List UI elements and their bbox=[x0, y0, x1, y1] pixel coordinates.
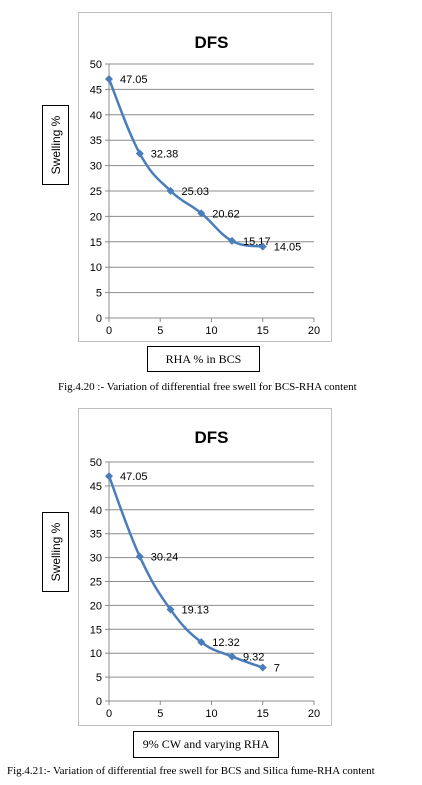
y-tick-label: 10 bbox=[90, 262, 102, 274]
x-tick-label: 20 bbox=[308, 325, 320, 337]
x-tick-label: 20 bbox=[308, 708, 320, 720]
chart-frame-1: DFS 0 5 10 15 20 25 30 35 40 45 50 0 5 10 15 20 47.05 32.3… bbox=[78, 12, 332, 342]
y-tick-label: 5 bbox=[96, 288, 102, 300]
y-tick-label: 10 bbox=[90, 648, 102, 660]
x-tick-label: 0 bbox=[106, 708, 112, 720]
y-tick-label: 15 bbox=[90, 237, 102, 249]
data-point bbox=[258, 663, 267, 672]
figure-caption-2: Fig.4.21:- Variation of differential fre… bbox=[7, 765, 375, 777]
data-point bbox=[105, 472, 113, 481]
data-point bbox=[166, 605, 175, 614]
y-tick-label: 50 bbox=[90, 59, 102, 71]
data-point bbox=[105, 74, 113, 83]
data-point bbox=[166, 186, 175, 195]
x-axis-label-1: RHA % in BCS bbox=[147, 346, 260, 372]
data-label: 14.05 bbox=[274, 242, 302, 254]
x-tick-label: 15 bbox=[257, 708, 269, 720]
y-tick-label: 0 bbox=[96, 313, 102, 325]
data-point bbox=[228, 652, 236, 661]
x-tick-label: 5 bbox=[157, 708, 163, 720]
y-tick-label: 30 bbox=[90, 161, 102, 173]
data-label: 9.32 bbox=[243, 651, 264, 663]
x-tick-label: 0 bbox=[106, 325, 112, 337]
figure-caption-1: Fig.4.20 :- Variation of differential fr… bbox=[58, 381, 357, 393]
line-chart-1: DFS 0 5 10 15 20 25 30 35 40 45 50 0 5 10 15 20 47.05 32.3… bbox=[90, 33, 320, 337]
x-tick-label: 10 bbox=[205, 708, 217, 720]
data-label: 32.38 bbox=[151, 149, 179, 161]
data-point bbox=[197, 209, 206, 218]
data-label: 19.13 bbox=[182, 605, 210, 617]
data-label: 15.17 bbox=[243, 236, 271, 248]
data-label: 30.24 bbox=[151, 551, 179, 563]
data-label: 7 bbox=[274, 663, 280, 675]
x-tick-label: 10 bbox=[205, 325, 217, 337]
data-label: 12.32 bbox=[212, 637, 240, 649]
y-tick-label: 15 bbox=[90, 624, 102, 636]
y-tick-label: 45 bbox=[90, 84, 102, 96]
chart-title: DFS bbox=[195, 428, 229, 447]
y-tick-label: 25 bbox=[90, 186, 102, 198]
y-tick-label: 40 bbox=[90, 505, 102, 517]
data-point bbox=[135, 149, 144, 158]
line-chart-2: DFS 0 5 10 15 20 25 30 35 40 45 50 0 5 10 15 20 47.05 30.2… bbox=[90, 428, 320, 720]
y-tick-label: 45 bbox=[90, 481, 102, 493]
y-axis-label-2: Swelling % bbox=[48, 522, 63, 582]
y-tick-label: 35 bbox=[90, 135, 102, 147]
y-axis-label-1: Swelling % bbox=[48, 115, 63, 175]
data-label: 47.05 bbox=[120, 74, 148, 86]
x-axis-label-2: 9% CW and varying RHA bbox=[133, 731, 279, 758]
y-tick-label: 25 bbox=[90, 577, 102, 589]
y-tick-label: 40 bbox=[90, 110, 102, 122]
x-tick-label: 5 bbox=[157, 325, 163, 337]
y-axis-label-box-1: Swelling % bbox=[42, 105, 69, 185]
y-tick-label: 30 bbox=[90, 553, 102, 565]
data-label: 20.62 bbox=[212, 208, 240, 220]
data-label: 47.05 bbox=[120, 471, 148, 483]
data-point bbox=[228, 236, 236, 245]
data-point bbox=[135, 552, 144, 561]
y-tick-label: 20 bbox=[90, 211, 102, 223]
data-label: 25.03 bbox=[182, 186, 210, 198]
x-tick-label: 15 bbox=[257, 325, 269, 337]
y-tick-label: 0 bbox=[96, 696, 102, 708]
data-point bbox=[197, 638, 206, 647]
y-tick-label: 50 bbox=[90, 457, 102, 469]
y-tick-label: 20 bbox=[90, 600, 102, 612]
y-tick-label: 5 bbox=[96, 672, 102, 684]
series-line bbox=[107, 78, 263, 248]
y-tick-label: 35 bbox=[90, 529, 102, 541]
data-point bbox=[258, 242, 267, 251]
chart-frame-2: DFS 0 5 10 15 20 25 30 35 40 45 50 0 5 10 15 20 47.05 30.2… bbox=[78, 408, 332, 726]
y-axis-label-box-2: Swelling % bbox=[42, 512, 69, 592]
chart-title: DFS bbox=[195, 33, 229, 52]
